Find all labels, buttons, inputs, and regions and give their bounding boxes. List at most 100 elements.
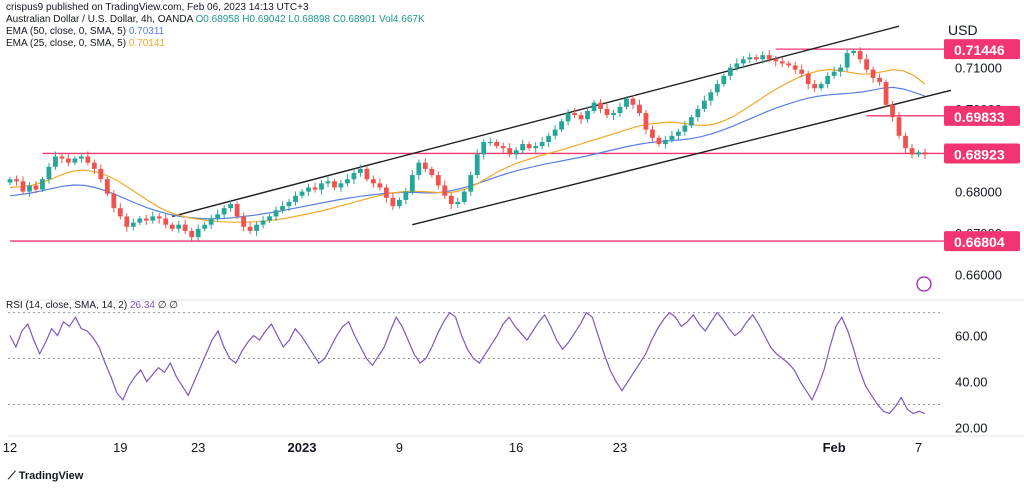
candle-body[interactable] xyxy=(598,102,603,109)
candle-body[interactable] xyxy=(663,139,668,145)
candle-body[interactable] xyxy=(59,156,65,159)
candle-body[interactable] xyxy=(137,218,143,223)
candle-body[interactable] xyxy=(156,216,162,219)
candle-body[interactable] xyxy=(78,156,84,159)
candle-body[interactable] xyxy=(221,208,227,215)
candle-body[interactable] xyxy=(371,179,376,184)
candle-body[interactable] xyxy=(747,57,753,60)
candle-body[interactable] xyxy=(630,98,636,105)
candle-body[interactable] xyxy=(299,191,305,196)
candle-body[interactable] xyxy=(773,59,779,62)
candle-body[interactable] xyxy=(351,173,357,180)
candle-body[interactable] xyxy=(760,55,766,60)
candle-body[interactable] xyxy=(617,106,623,114)
candle-body[interactable] xyxy=(526,144,532,149)
rsi-legend[interactable]: RSI (14, close, SMA, 14, 2) 26.34 ∅ ∅ xyxy=(6,300,178,311)
candle-body[interactable] xyxy=(513,150,519,155)
candle-body[interactable] xyxy=(416,162,422,176)
candle-body[interactable] xyxy=(734,63,740,68)
candle-body[interactable] xyxy=(818,84,824,89)
candle-body[interactable] xyxy=(591,102,597,111)
candle-body[interactable] xyxy=(520,144,526,151)
candle-body[interactable] xyxy=(714,84,720,93)
candle-body[interactable] xyxy=(650,129,655,138)
candle-body[interactable] xyxy=(40,179,45,190)
candles[interactable] xyxy=(7,47,928,243)
candle-body[interactable] xyxy=(189,230,195,238)
candle-body[interactable] xyxy=(169,224,175,229)
candle-body[interactable] xyxy=(916,152,921,155)
tradingview-brand[interactable]: ⟋ TradingView xyxy=(8,470,83,483)
candle-body[interactable] xyxy=(241,216,247,227)
candle-body[interactable] xyxy=(396,199,402,207)
candle-body[interactable] xyxy=(280,206,285,211)
candle-body[interactable] xyxy=(435,175,441,186)
candle-body[interactable] xyxy=(753,57,759,60)
candle-body[interactable] xyxy=(176,224,182,229)
candle-body[interactable] xyxy=(104,179,110,194)
candle-body[interactable] xyxy=(533,146,539,149)
candle-body[interactable] xyxy=(552,129,558,136)
candle-body[interactable] xyxy=(409,175,415,192)
candle-body[interactable] xyxy=(487,141,493,143)
candle-body[interactable] xyxy=(98,168,104,180)
candle-body[interactable] xyxy=(844,53,850,68)
candle-body[interactable] xyxy=(455,201,461,205)
candle-body[interactable] xyxy=(72,158,78,163)
candle-body[interactable] xyxy=(559,121,564,130)
candle-body[interactable] xyxy=(306,187,311,192)
candle-body[interactable] xyxy=(267,216,272,221)
candle-body[interactable] xyxy=(358,168,363,174)
candle-body[interactable] xyxy=(20,181,26,192)
candle-body[interactable] xyxy=(766,55,772,60)
candle-body[interactable] xyxy=(656,137,662,145)
candle-body[interactable] xyxy=(319,183,324,190)
candle-body[interactable] xyxy=(624,98,629,107)
candle-body[interactable] xyxy=(143,218,149,221)
candle-body[interactable] xyxy=(864,59,869,70)
candle-body[interactable] xyxy=(377,183,383,188)
candle-body[interactable] xyxy=(215,214,221,219)
candle-body[interactable] xyxy=(7,179,13,183)
candle-body[interactable] xyxy=(831,71,837,76)
candle-body[interactable] xyxy=(345,179,350,184)
candle-body[interactable] xyxy=(364,168,370,180)
candle-body[interactable] xyxy=(46,166,52,180)
candle-body[interactable] xyxy=(130,222,136,227)
candle-body[interactable] xyxy=(383,187,389,198)
candle-body[interactable] xyxy=(903,135,908,149)
candle-body[interactable] xyxy=(812,84,818,89)
lightning-icon[interactable] xyxy=(916,276,932,292)
candle-body[interactable] xyxy=(390,197,396,207)
candle-body[interactable] xyxy=(325,181,331,184)
candle-body[interactable] xyxy=(468,175,474,192)
candle-body[interactable] xyxy=(877,77,882,83)
candle-body[interactable] xyxy=(585,110,590,120)
ema50-legend[interactable]: EMA (50, close, 0, SMA, 5) 0.70311 xyxy=(6,26,164,37)
candle-body[interactable] xyxy=(825,75,831,85)
candle-body[interactable] xyxy=(565,113,571,122)
candle-body[interactable] xyxy=(546,135,552,142)
candle-body[interactable] xyxy=(890,104,895,118)
candle-body[interactable] xyxy=(539,141,545,147)
candle-body[interactable] xyxy=(676,131,681,136)
candle-body[interactable] xyxy=(792,65,798,70)
candle-body[interactable] xyxy=(195,228,201,238)
candle-body[interactable] xyxy=(182,224,188,231)
candle-body[interactable] xyxy=(643,113,649,130)
candle-body[interactable] xyxy=(883,82,889,105)
candle-body[interactable] xyxy=(922,152,928,155)
candle-body[interactable] xyxy=(701,100,707,109)
candle-body[interactable] xyxy=(727,67,733,76)
candle-body[interactable] xyxy=(481,141,487,155)
ema25-legend[interactable]: EMA (25, close, 0, SMA, 5) 0.70141 xyxy=(6,38,165,49)
candle-body[interactable] xyxy=(14,179,19,182)
candle-body[interactable] xyxy=(805,73,811,85)
candle-body[interactable] xyxy=(111,193,117,209)
candle-body[interactable] xyxy=(442,185,448,196)
candle-body[interactable] xyxy=(838,67,844,72)
candle-body[interactable] xyxy=(150,216,156,221)
candle-body[interactable] xyxy=(85,156,91,163)
candle-body[interactable] xyxy=(500,146,506,149)
candle-body[interactable] xyxy=(637,104,642,114)
